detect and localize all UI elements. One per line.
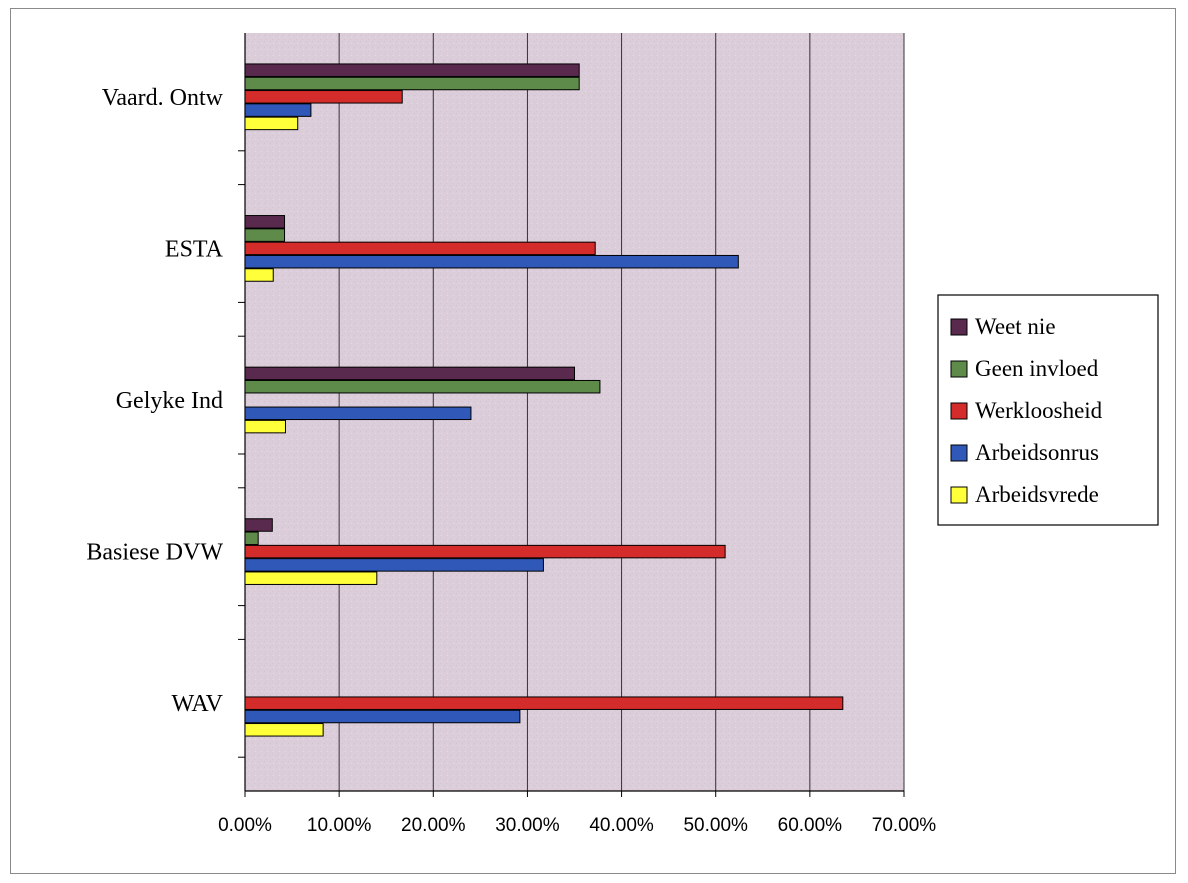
legend-box <box>937 294 1159 526</box>
bar <box>244 63 580 77</box>
category-label: WAV <box>171 691 223 717</box>
chart-frame: 0.00% 10.00% 20.00% 30.00% 40.00% 50.00% 60.00… <box>10 8 1176 874</box>
bar <box>244 366 575 381</box>
x-tick-label: 20.00% <box>401 815 466 836</box>
bar <box>244 406 472 421</box>
legend-swatch <box>950 402 968 420</box>
legend-swatch <box>950 486 968 504</box>
bar <box>244 76 580 91</box>
category-label: Basiese DVW <box>86 540 223 566</box>
bar <box>244 103 312 117</box>
bar <box>244 215 286 229</box>
bar <box>244 544 726 559</box>
bar <box>244 558 544 572</box>
category-label: Vaard. Ontw <box>102 85 224 111</box>
legend-label: Arbeidsonrus <box>975 440 1099 465</box>
x-tick-label: 40.00% <box>589 815 654 836</box>
bar <box>244 254 739 269</box>
bar <box>244 268 274 282</box>
chart-svg: 0.00% 10.00% 20.00% 30.00% 40.00% 50.00% 60.00… <box>86 33 1159 836</box>
legend-label: Geen invloed <box>975 356 1099 381</box>
x-tick-label: 70.00% <box>872 815 937 836</box>
bar <box>244 518 273 532</box>
x-tick-label: 50.00% <box>683 815 748 836</box>
x-tick-label: 60.00% <box>778 815 843 836</box>
legend-swatch <box>950 444 968 462</box>
bar <box>244 241 596 256</box>
legend-label: Werkloosheid <box>975 398 1103 423</box>
legend-label: Arbeidsvrede <box>975 482 1099 507</box>
legend-swatch <box>950 360 968 378</box>
category-label: Gelyke Ind <box>116 388 223 414</box>
bar <box>244 723 324 737</box>
legend-swatch <box>950 318 968 336</box>
bar <box>244 571 378 585</box>
x-tick-label: 0.00% <box>218 815 272 836</box>
x-tick-label: 30.00% <box>495 815 560 836</box>
legend-label: Weet nie <box>975 314 1056 339</box>
category-label: ESTA <box>165 236 224 262</box>
bar <box>244 709 521 724</box>
bar <box>244 379 601 394</box>
bar <box>244 696 844 710</box>
bar <box>244 90 403 104</box>
bar <box>244 419 286 434</box>
bar <box>244 531 259 546</box>
bar <box>244 116 299 131</box>
x-tick-label: 10.00% <box>307 815 372 836</box>
bar <box>244 228 286 242</box>
